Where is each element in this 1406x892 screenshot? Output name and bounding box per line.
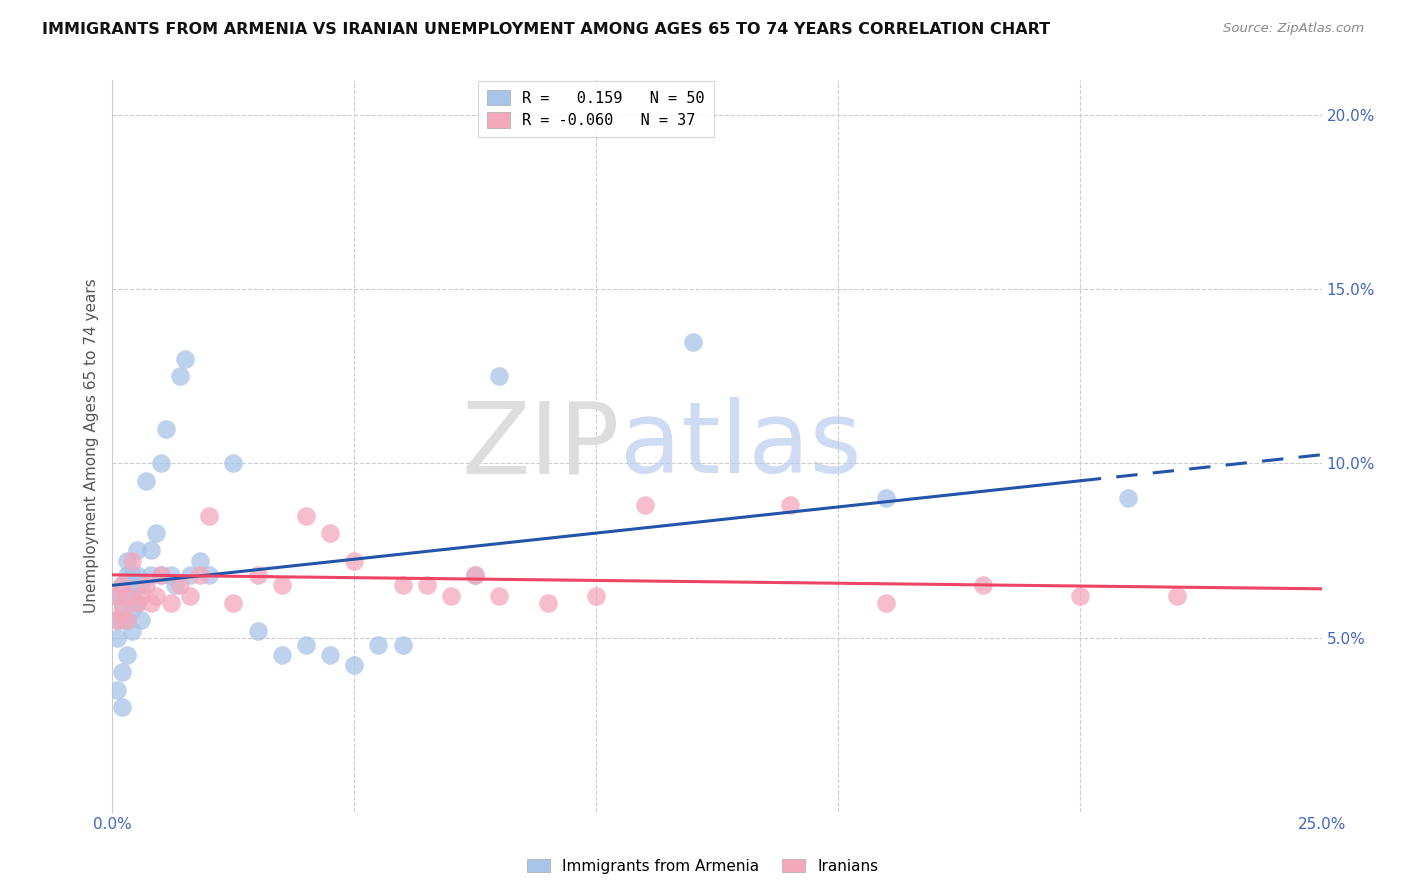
Point [779,498,801,512]
Point [174,351,197,366]
Point [125,543,148,558]
Point [141,543,163,558]
Point [135,474,157,488]
Point [1069,589,1091,603]
Point [270,648,292,662]
Point [149,457,172,471]
Point [125,596,148,610]
Point [131,578,153,592]
Legend: Immigrants from Armenia, Iranians: Immigrants from Armenia, Iranians [522,853,884,880]
Point [115,613,138,627]
Point [1166,589,1188,603]
Point [105,631,128,645]
Text: IMMIGRANTS FROM ARMENIA VS IRANIAN UNEMPLOYMENT AMONG AGES 65 TO 74 YEARS CORREL: IMMIGRANTS FROM ARMENIA VS IRANIAN UNEMP… [42,22,1050,37]
Point [145,589,167,603]
Text: ZIP: ZIP [463,398,620,494]
Point [319,648,342,662]
Point [111,603,134,617]
Point [111,578,134,592]
Point [105,613,128,627]
Point [131,613,153,627]
Point [121,603,143,617]
Point [145,526,167,541]
Point [115,648,138,662]
Point [169,578,191,592]
Point [179,567,201,582]
Point [179,589,201,603]
Point [121,585,143,599]
Point [875,596,897,610]
Point [188,554,211,568]
Point [159,596,181,610]
Point [391,638,413,652]
Point [115,554,138,568]
Point [121,567,143,582]
Point [149,567,172,582]
Point [125,596,148,610]
Point [416,578,439,592]
Point [464,567,486,582]
Y-axis label: Unemployment Among Ages 65 to 74 years: Unemployment Among Ages 65 to 74 years [84,278,100,614]
Point [159,567,181,582]
Point [111,613,134,627]
Point [440,589,463,603]
Point [367,638,389,652]
Point [149,567,172,582]
Point [246,567,269,582]
Point [222,596,245,610]
Point [111,596,134,610]
Point [222,457,245,471]
Point [105,589,128,603]
Point [131,589,153,603]
Point [105,613,128,627]
Point [155,421,177,435]
Text: Source: ZipAtlas.com: Source: ZipAtlas.com [1223,22,1364,36]
Point [488,369,510,384]
Point [343,658,366,673]
Point [682,334,704,349]
Point [125,567,148,582]
Point [115,567,138,582]
Point [391,578,413,592]
Point [111,665,134,680]
Point [1116,491,1139,506]
Point [343,554,366,568]
Point [188,567,211,582]
Point [121,554,143,568]
Point [585,589,607,603]
Point [537,596,560,610]
Point [141,567,163,582]
Point [165,578,187,592]
Point [141,596,163,610]
Point [135,578,157,592]
Point [169,369,191,384]
Point [464,567,486,582]
Point [105,682,128,697]
Point [875,491,897,506]
Point [115,589,138,603]
Point [198,567,221,582]
Point [111,578,134,592]
Point [115,589,138,603]
Point [246,624,269,638]
Point [972,578,994,592]
Point [633,498,655,512]
Point [295,638,318,652]
Point [105,589,128,603]
Point [295,508,318,523]
Point [198,508,221,523]
Point [488,589,510,603]
Point [270,578,292,592]
Point [115,613,138,627]
Legend: R =   0.159   N = 50, R = -0.060   N = 37: R = 0.159 N = 50, R = -0.060 N = 37 [478,80,714,137]
Point [121,624,143,638]
Point [319,526,342,541]
Text: atlas: atlas [620,398,862,494]
Point [111,700,134,714]
